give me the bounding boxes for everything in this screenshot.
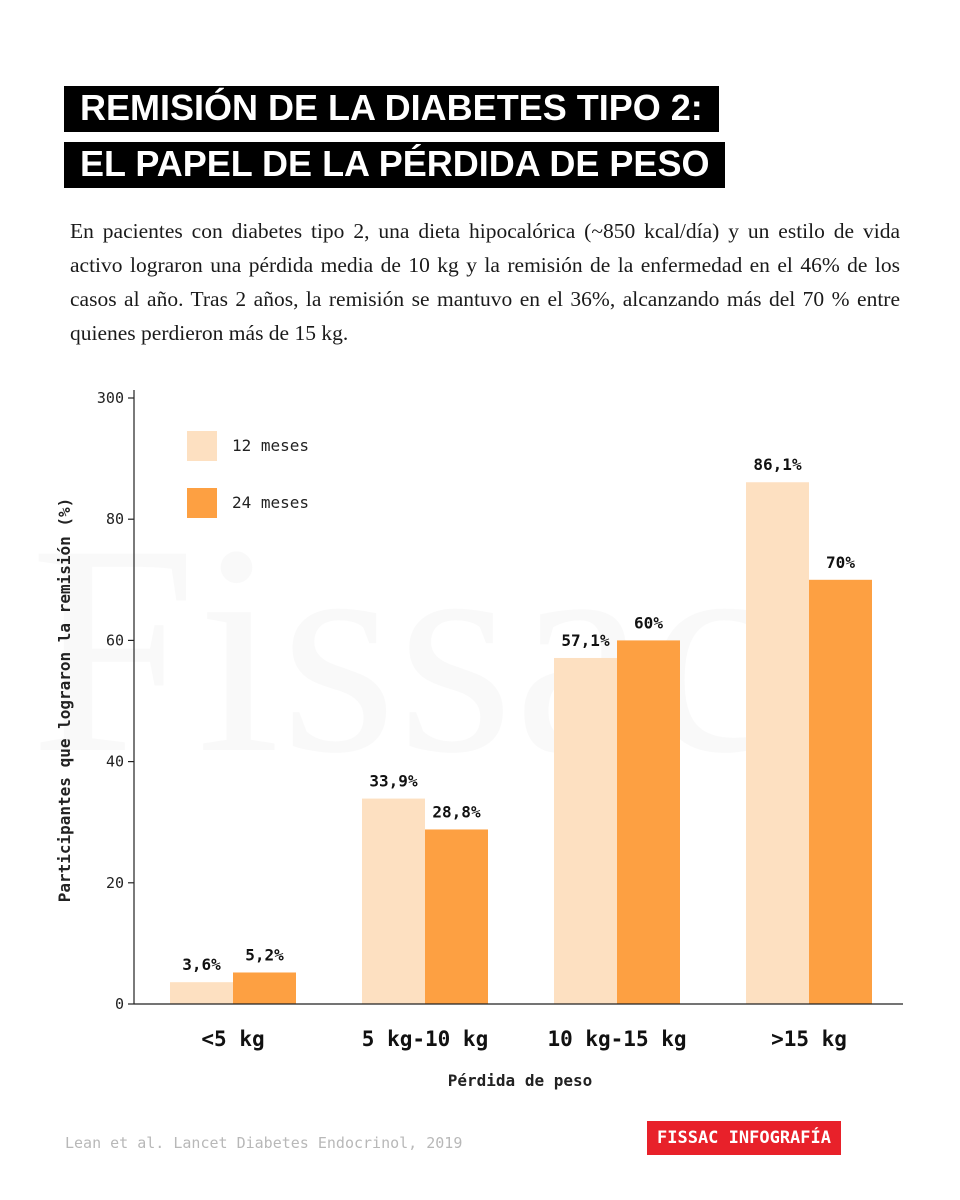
bar-2-2 xyxy=(425,829,488,1004)
y-axis-title: Participantes que lograron la remisión (… xyxy=(55,498,74,903)
bar-1-3 xyxy=(554,657,617,1004)
title-line-2: EL PAPEL DE LA PÉRDIDA DE PESO xyxy=(64,142,726,188)
bars-group xyxy=(170,482,872,1004)
y-tick-label: 20 xyxy=(106,874,124,892)
x-tick-label: 10 kg-15 kg xyxy=(547,1027,686,1051)
bar-1-2 xyxy=(362,798,425,1004)
x-tick-label: 5 kg-10 kg xyxy=(362,1027,488,1051)
legend-swatch-2 xyxy=(187,488,217,518)
y-tick-label: 0 xyxy=(115,995,124,1013)
bar-1-4 xyxy=(746,482,809,1004)
title-block: REMISIÓN DE LA DIABETES TIPO 2: EL PAPEL… xyxy=(64,86,726,188)
bar-2-1 xyxy=(233,972,296,1004)
brand-badge: FISSAC INFOGRAFÍA xyxy=(647,1121,841,1155)
axes-group: <5 kg 5 kg-10 kg 10 kg-15 kg >15 kg 0 20 40 60 8… xyxy=(55,389,903,1090)
bar-value-label: 33,9% xyxy=(369,772,418,791)
bar-1-1 xyxy=(170,982,233,1004)
bar-value-label: 5,2% xyxy=(245,945,284,964)
bar-value-label: 57,1% xyxy=(561,631,610,650)
y-tick-label: 40 xyxy=(106,753,124,771)
bar-2-3 xyxy=(617,640,680,1004)
x-tick-label: >15 kg xyxy=(771,1027,847,1051)
bar-2-4 xyxy=(809,579,872,1004)
source-citation: Lean et al. Lancet Diabetes Endocrinol, … xyxy=(65,1134,463,1152)
x-tick-label: <5 kg xyxy=(201,1027,264,1051)
y-tick-label: 80 xyxy=(106,510,124,528)
x-axis-title: Pérdida de peso xyxy=(448,1071,593,1090)
bar-value-label: 70% xyxy=(826,553,855,572)
legend-label-1: 12 meses xyxy=(232,436,309,455)
description-text: En pacientes con diabetes tipo 2, una di… xyxy=(70,219,900,345)
bar-value-label: 86,1% xyxy=(753,455,802,474)
legend: 12 meses 24 meses xyxy=(187,431,309,518)
y-tick-label: 300 xyxy=(97,389,124,407)
bar-value-label: 3,6% xyxy=(182,955,221,974)
legend-label-2: 24 meses xyxy=(232,493,309,512)
y-tick-label: 60 xyxy=(106,631,124,649)
title-line-1: REMISIÓN DE LA DIABETES TIPO 2: xyxy=(64,86,719,132)
bar-labels-group: 3,6% 5,2% 33,9% 28,8% 57,1% 60% 86,1% 70% xyxy=(182,455,855,974)
bar-value-label: 60% xyxy=(634,613,663,632)
legend-swatch-1 xyxy=(187,431,217,461)
bar-value-label: 28,8% xyxy=(432,802,481,821)
